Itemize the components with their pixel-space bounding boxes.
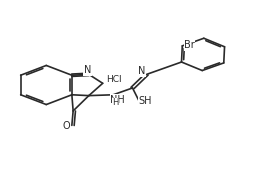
Text: Br: Br xyxy=(184,40,195,50)
Text: HCl: HCl xyxy=(106,75,122,84)
Text: NH: NH xyxy=(111,95,125,105)
Text: N: N xyxy=(138,66,146,76)
Text: O: O xyxy=(62,121,70,131)
Text: SH: SH xyxy=(139,96,152,106)
Text: H: H xyxy=(112,98,119,107)
Text: N: N xyxy=(84,65,91,75)
